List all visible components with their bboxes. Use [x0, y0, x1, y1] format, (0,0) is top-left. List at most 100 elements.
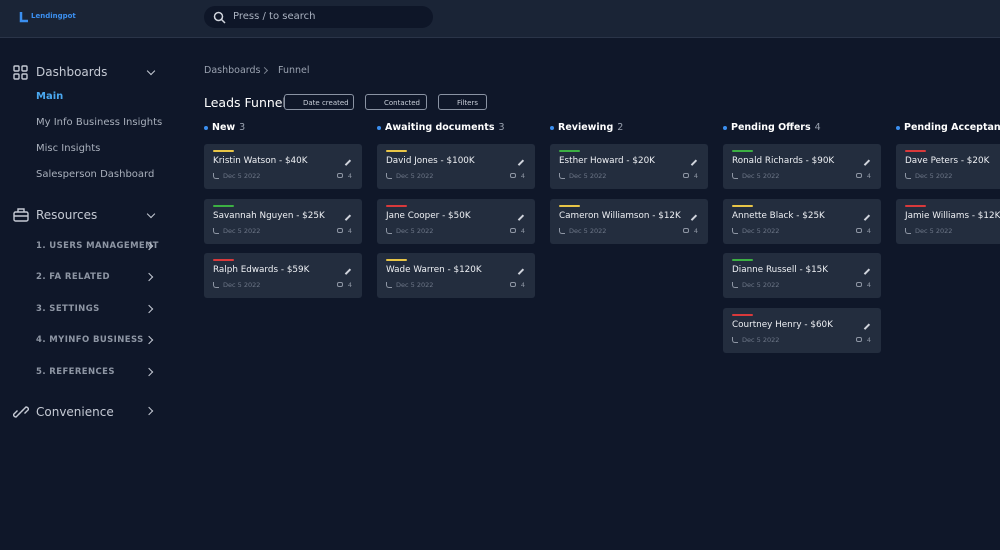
- phone-icon: [905, 173, 911, 179]
- chevron: [144, 304, 154, 314]
- status-bar: [732, 204, 753, 207]
- chevron: [144, 335, 154, 345]
- status-bar: [732, 313, 753, 316]
- lead-date: Dec 5 2022: [742, 226, 780, 235]
- people-icon: [856, 336, 862, 342]
- lead-card[interactable]: Ronald Richards - $90K Dec 5 2022 4: [723, 144, 881, 189]
- top-bar: Lendingpot Press / to search: [0, 0, 1000, 38]
- lead-name: Annette Black - $25K: [732, 210, 825, 221]
- lead-card[interactable]: Dave Peters - $20K Dec 5 2022: [896, 144, 1000, 189]
- sort-button[interactable]: Contacted: [365, 94, 427, 110]
- column-count: 3: [498, 122, 505, 133]
- column-header: Pending Acceptance2: [904, 122, 1000, 133]
- lead-card[interactable]: Esther Howard - $20K Dec 5 2022 4: [550, 144, 708, 189]
- column-dot: [896, 126, 900, 130]
- lead-card[interactable]: Jane Cooper - $50K Dec 5 2022 4: [377, 198, 535, 244]
- status-bar: [386, 150, 407, 152]
- phone-icon: [732, 227, 738, 234]
- filter-button[interactable]: Filters: [438, 94, 487, 110]
- sidebar-item[interactable]: Main: [36, 91, 64, 102]
- edit-icon[interactable]: [690, 213, 697, 221]
- people-count: 4: [693, 226, 698, 235]
- chevron: [146, 66, 156, 76]
- sidebar-item[interactable]: 4. MYINFO BUSINESS: [36, 335, 144, 345]
- lead-name: Cameron Williamson - $12K: [559, 210, 681, 221]
- people-icon: [856, 173, 862, 178]
- edit-icon[interactable]: [863, 268, 870, 275]
- phone-icon: [732, 282, 738, 288]
- sidebar-section[interactable]: Dashboards: [36, 65, 108, 79]
- column-dot: [377, 126, 381, 130]
- people-count: 4: [866, 226, 871, 235]
- edit-icon[interactable]: [344, 213, 351, 221]
- sidebar-item[interactable]: 3. SETTINGS: [36, 304, 100, 314]
- lead-date: Dec 5 2022: [569, 172, 607, 180]
- lead-card[interactable]: Ralph Edwards - $59K Dec 5 2022 4: [204, 253, 362, 298]
- dashboards-icon: [13, 65, 28, 80]
- people-count: 4: [520, 281, 525, 289]
- lead-date: Dec 5 2022: [742, 281, 780, 289]
- lead-card[interactable]: Annette Black - $25K Dec 5 2022 4: [723, 198, 881, 244]
- lead-name: Dave Peters - $20K: [905, 156, 990, 166]
- people-icon: [683, 173, 689, 178]
- lead-card[interactable]: Wade Warren - $120K Dec 5 2022 4: [377, 253, 535, 298]
- status-bar: [386, 259, 407, 261]
- edit-icon[interactable]: [517, 213, 524, 221]
- edit-icon[interactable]: [863, 213, 870, 221]
- phone-icon: [386, 173, 392, 179]
- lead-card[interactable]: Jamie Williams - $12K Dec 5 2022: [896, 198, 1000, 244]
- sidebar-item[interactable]: 2. FA RELATED: [36, 272, 111, 282]
- column-count: 2: [617, 122, 624, 133]
- convenience-icon: [13, 406, 29, 418]
- sidebar-item[interactable]: My Info Business Insights: [36, 117, 163, 128]
- status-bar: [905, 150, 926, 152]
- chevron: [146, 209, 156, 219]
- edit-icon[interactable]: [517, 268, 524, 275]
- people-count: 4: [866, 172, 871, 180]
- search-icon: [213, 11, 226, 24]
- lead-card[interactable]: Savannah Nguyen - $25K Dec 5 2022 4: [204, 198, 362, 244]
- breadcrumb: Funnel: [278, 65, 310, 76]
- lead-name: David Jones - $100K: [386, 156, 475, 166]
- lead-card[interactable]: Dianne Russell - $15K Dec 5 2022 4: [723, 253, 881, 298]
- edit-icon[interactable]: [863, 322, 870, 330]
- column-header: Pending Offers 4: [731, 122, 821, 133]
- lead-date: Dec 5 2022: [742, 172, 780, 180]
- phone-icon: [213, 173, 219, 179]
- sidebar-item[interactable]: Misc Insights: [36, 143, 101, 154]
- page-title: Leads Funnel: [204, 95, 286, 110]
- people-count: 4: [693, 172, 698, 180]
- edit-icon[interactable]: [690, 159, 697, 166]
- column-title: Awaiting documents: [385, 122, 495, 133]
- edit-icon[interactable]: [863, 159, 870, 166]
- sidebar-item[interactable]: 1. USERS MANAGEMENT: [36, 241, 159, 251]
- people-count: 4: [520, 226, 525, 235]
- lead-card[interactable]: Kristin Watson - $40K Dec 5 2022 4: [204, 144, 362, 189]
- lead-name: Esther Howard - $20K: [559, 156, 655, 166]
- sidebar-item[interactable]: Salesperson Dashboard: [36, 169, 155, 180]
- edit-icon[interactable]: [344, 268, 351, 275]
- search-placeholder: Press / to search: [233, 11, 316, 22]
- phone-icon: [386, 282, 392, 288]
- people-icon: [337, 227, 343, 233]
- phone-icon: [559, 227, 565, 234]
- people-count: 4: [866, 335, 871, 344]
- logo-icon: [19, 12, 28, 23]
- sidebar-item[interactable]: 5. REFERENCES: [36, 367, 115, 377]
- people-icon: [683, 227, 689, 233]
- sidebar-section[interactable]: Convenience: [36, 405, 114, 419]
- sort-button[interactable]: Date created: [284, 94, 354, 110]
- edit-icon[interactable]: [517, 159, 524, 166]
- sidebar-section[interactable]: Resources: [36, 208, 98, 222]
- people-icon: [510, 227, 516, 233]
- lead-card[interactable]: Courtney Henry - $60K Dec 5 2022 4: [723, 307, 881, 353]
- search-box[interactable]: Press / to search: [204, 6, 433, 28]
- lead-card[interactable]: David Jones - $100K Dec 5 2022 4: [377, 144, 535, 189]
- lead-date: Dec 5 2022: [569, 226, 607, 235]
- lead-card[interactable]: Cameron Williamson - $12K Dec 5 2022 4: [550, 198, 708, 244]
- edit-icon[interactable]: [344, 159, 351, 166]
- status-bar: [213, 259, 234, 261]
- phone-icon: [905, 227, 911, 234]
- breadcrumb[interactable]: Dashboards: [204, 65, 261, 76]
- column-header: New 3: [212, 122, 245, 133]
